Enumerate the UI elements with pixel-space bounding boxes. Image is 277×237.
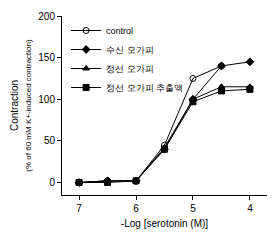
svg-text:200: 200 bbox=[38, 11, 55, 22]
svg-text:-Log [serotonin (M)]: -Log [serotonin (M)] bbox=[121, 218, 208, 229]
svg-text:control: control bbox=[106, 26, 133, 36]
svg-text:수신 오가피: 수신 오가피 bbox=[106, 45, 154, 55]
svg-text:0: 0 bbox=[49, 177, 55, 188]
svg-text:7: 7 bbox=[76, 203, 82, 214]
svg-text:150: 150 bbox=[38, 52, 55, 63]
svg-text:정선 오가피 추출액: 정선 오가피 추출액 bbox=[106, 83, 183, 93]
svg-text:100: 100 bbox=[38, 94, 55, 105]
svg-text:50: 50 bbox=[44, 135, 56, 146]
svg-text:4: 4 bbox=[247, 203, 253, 214]
svg-text:5: 5 bbox=[190, 203, 196, 214]
svg-text:6: 6 bbox=[133, 203, 139, 214]
svg-text:Contraction(% of 60 mM K+-indu: Contraction(% of 60 mM K+-induced contra… bbox=[9, 39, 33, 172]
svg-text:정선 오가피: 정선 오가피 bbox=[106, 64, 154, 74]
